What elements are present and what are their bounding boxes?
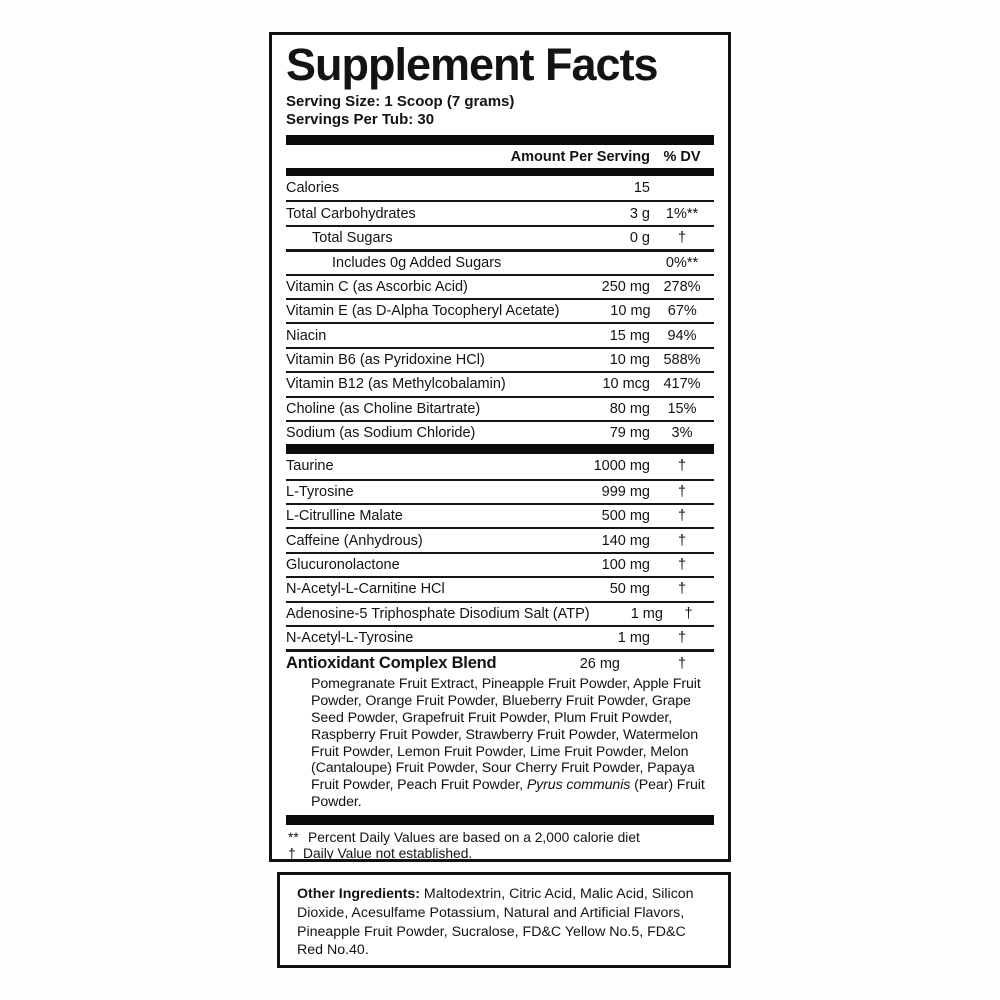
- divider-bar: [286, 814, 714, 825]
- footnotes: ** Percent Daily Values are based on a 2…: [286, 829, 714, 862]
- nutrient-row-calories: Calories 15: [286, 180, 650, 197]
- blend-ingredient-list: Pomegranate Fruit Extract, Pineapple Fru…: [311, 676, 705, 810]
- amount-column-header: Amount Per Serving: [510, 148, 650, 165]
- blend-header-row: Antioxidant Complex Blend 26 mg †: [286, 649, 714, 675]
- servings-per-tub: Servings Per Tub: 30: [286, 110, 435, 128]
- active-row-caffeine: Caffeine (Anhydrous) 140 mg †: [286, 527, 714, 551]
- active-row-n-acetyl-l-tyrosine: N-Acetyl-L-Tyrosine 1 mg †: [286, 625, 714, 649]
- divider-bar: [286, 168, 714, 176]
- active-row-l-tyrosine: L-Tyrosine 999 mg †: [286, 478, 714, 503]
- nutrient-row-sodium: Sodium (as Sodium Chloride) 79 mg 3%: [286, 419, 714, 444]
- panel-title: Supplement Facts: [286, 39, 659, 90]
- other-ingredients-panel: Other Ingredients: Maltodextrin, Citric …: [277, 872, 731, 968]
- supplement-facts-panel: Supplement Facts Serving Size: 1 Scoop (…: [269, 32, 731, 862]
- active-row-glucuronolactone: Glucuronolactone 100 mg †: [286, 551, 714, 576]
- nutrient-row-added-sugars: Includes 0g Added Sugars 0%**: [286, 249, 714, 273]
- blend-dv: †: [677, 655, 687, 672]
- divider-bar: [286, 135, 714, 145]
- serving-info: Serving Size: 1 Scoop (7 grams) Servings…: [286, 93, 714, 128]
- blend-name: Antioxidant Complex Blend: [286, 654, 497, 673]
- active-row-taurine: Taurine 1000 mg †: [286, 458, 687, 475]
- other-ingredients-label: Other Ingredients:: [297, 886, 420, 902]
- dv-column-header: % DV: [663, 148, 701, 165]
- active-row-l-citrulline-malate: L-Citrulline Malate 500 mg †: [286, 503, 714, 527]
- column-header-row: Amount Per Serving % DV: [286, 145, 714, 168]
- other-ingredients-text: Other Ingredients: Maltodextrin, Citric …: [297, 886, 694, 959]
- nutrient-row-vitamin-c: Vitamin C (as Ascorbic Acid) 250 mg 278%: [286, 273, 714, 298]
- nutrient-row-choline: Choline (as Choline Bitartrate) 80 mg 15…: [286, 395, 714, 420]
- latin-species-name: Pyrus communis: [526, 777, 631, 794]
- nutrient-row-niacin: Niacin 15 mg 94%: [286, 322, 714, 346]
- active-row-atp: Adenosine-5 Triphosphate Disodium Salt (…: [286, 600, 714, 625]
- footnote-daily-values: ** Percent Daily Values are based on a 2…: [288, 829, 640, 845]
- divider-bar: [286, 444, 714, 455]
- nutrient-row-total-sugars: Total Sugars 0 g †: [286, 224, 714, 249]
- nutrient-row-total-carbohydrates: Total Carbohydrates 3 g 1%**: [286, 200, 714, 224]
- active-row-n-acetyl-l-carnitine: N-Acetyl-L-Carnitine HCl 50 mg †: [286, 576, 714, 600]
- nutrient-row-vitamin-e: Vitamin E (as D-Alpha Tocopheryl Acetate…: [286, 297, 714, 322]
- serving-size: Serving Size: 1 Scoop (7 grams): [286, 93, 515, 110]
- nutrient-row-vitamin-b12: Vitamin B12 (as Methylcobalamin) 10 mcg …: [286, 371, 714, 395]
- nutrient-row-vitamin-b6: Vitamin B6 (as Pyridoxine HCl) 10 mg 588…: [286, 346, 714, 371]
- footnote-dv-not-established: † Daily Value not established.: [288, 846, 473, 862]
- blend-amount: 26 mg: [579, 655, 620, 672]
